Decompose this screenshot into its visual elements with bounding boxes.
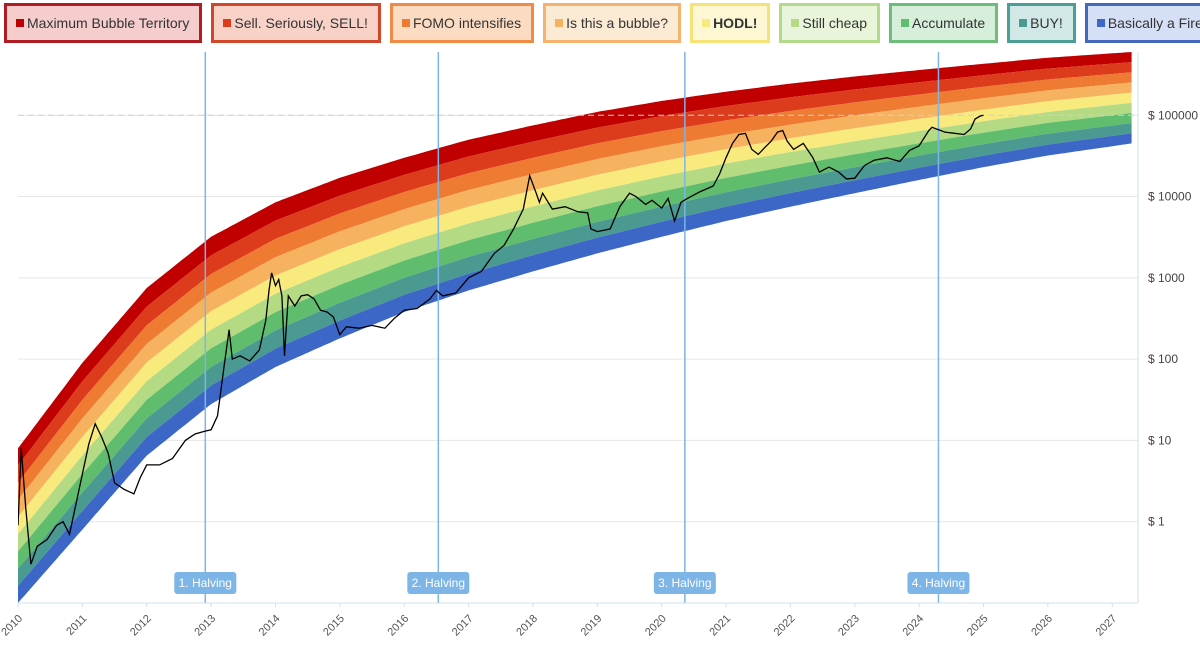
x-tick-label-7: 2017 (450, 613, 476, 639)
x-tick-label-17: 2027 (1094, 613, 1120, 639)
legend-label: Accumulate (911, 15, 986, 31)
legend-swatch (16, 19, 24, 27)
x-tick-label-3: 2013 (192, 613, 218, 639)
x-tick-label-11: 2021 (707, 613, 733, 639)
x-tick-label-5: 2015 (321, 613, 347, 639)
halving-label-bg-3 (907, 572, 970, 594)
x-tick-label-6: 2016 (386, 613, 412, 639)
legend-swatch (791, 19, 800, 27)
legend-item-7[interactable]: BUY! (1007, 3, 1076, 43)
x-tick-label-15: 2025 (965, 613, 991, 639)
halving-label-3: 4. Halving (912, 576, 965, 590)
x-tick-label-0: 2010 (0, 613, 25, 639)
legend-swatch (900, 19, 909, 27)
rainbow-band-3 (18, 82, 1132, 518)
x-tick-label-10: 2020 (643, 613, 669, 639)
legend-swatch (1096, 19, 1105, 27)
legend-label: Is this a bubble? (566, 15, 669, 31)
rainbow-band-4 (18, 92, 1132, 535)
x-tick-label-1: 2011 (64, 613, 89, 638)
x-tick-label-16: 2026 (1029, 613, 1055, 639)
legend-item-4[interactable]: HODL! (690, 3, 771, 43)
x-tick-label-9: 2019 (579, 613, 605, 639)
legend-item-8[interactable]: Basically a Fire Sale (1084, 3, 1200, 43)
x-tick-label-2: 2012 (128, 613, 154, 639)
x-tick-label-14: 2024 (900, 613, 926, 639)
legend-item-1[interactable]: Sell. Seriously, SELL! (211, 3, 381, 43)
halving-label-bg-1 (407, 572, 470, 594)
x-tick-label-13: 2023 (836, 613, 862, 639)
price-series-line-0 (18, 114, 984, 565)
y-tick-label-1: $ 10 (1148, 433, 1172, 447)
legend-swatch (1019, 19, 1028, 27)
legend-item-2[interactable]: FOMO intensifies (389, 3, 535, 43)
rainbow-band-5 (18, 102, 1132, 552)
x-tick-label-4: 2014 (257, 613, 283, 639)
x-tick-label-8: 2018 (514, 613, 540, 639)
rainbow-band-7 (18, 123, 1132, 586)
y-tick-label-3: $ 1000 (1148, 271, 1185, 285)
x-tick-label-12: 2022 (772, 613, 798, 639)
y-tick-label-0: $ 1 (1148, 515, 1165, 529)
chart-legend: Maximum Bubble Territory Sell. Seriously… (4, 3, 1200, 45)
rainbow-band-1 (18, 62, 1132, 483)
legend-item-0[interactable]: Maximum Bubble Territory (4, 3, 203, 43)
y-tick-label-5: $ 100000 (1148, 108, 1198, 122)
legend-label: Basically a Fire Sale (1107, 15, 1200, 31)
halving-label-1: 2. Halving (412, 576, 465, 590)
legend-swatch (401, 19, 410, 27)
legend-item-5[interactable]: Still cheap (779, 3, 880, 43)
legend-label: BUY! (1030, 15, 1063, 31)
legend-swatch (555, 19, 564, 27)
legend-label: Maximum Bubble Territory (27, 15, 190, 31)
legend-label: Still cheap (802, 15, 867, 31)
legend-swatch (702, 19, 711, 27)
halving-label-bg-0 (174, 572, 237, 594)
legend-label: Sell. Seriously, SELL! (234, 15, 368, 31)
y-tick-label-2: $ 100 (1148, 352, 1178, 366)
halving-label-0: 1. Halving (179, 576, 232, 590)
y-tick-label-4: $ 10000 (1148, 190, 1192, 204)
legend-label: HODL! (713, 15, 758, 31)
halving-label-bg-2 (653, 572, 716, 594)
rainbow-band-2 (18, 72, 1132, 500)
rainbow-band-6 (18, 113, 1132, 569)
legend-item-3[interactable]: Is this a bubble? (543, 3, 682, 43)
legend-swatch (223, 19, 232, 27)
halving-label-2: 3. Halving (658, 576, 711, 590)
legend-label: FOMO intensifies (412, 15, 522, 31)
legend-item-6[interactable]: Accumulate (888, 3, 999, 43)
